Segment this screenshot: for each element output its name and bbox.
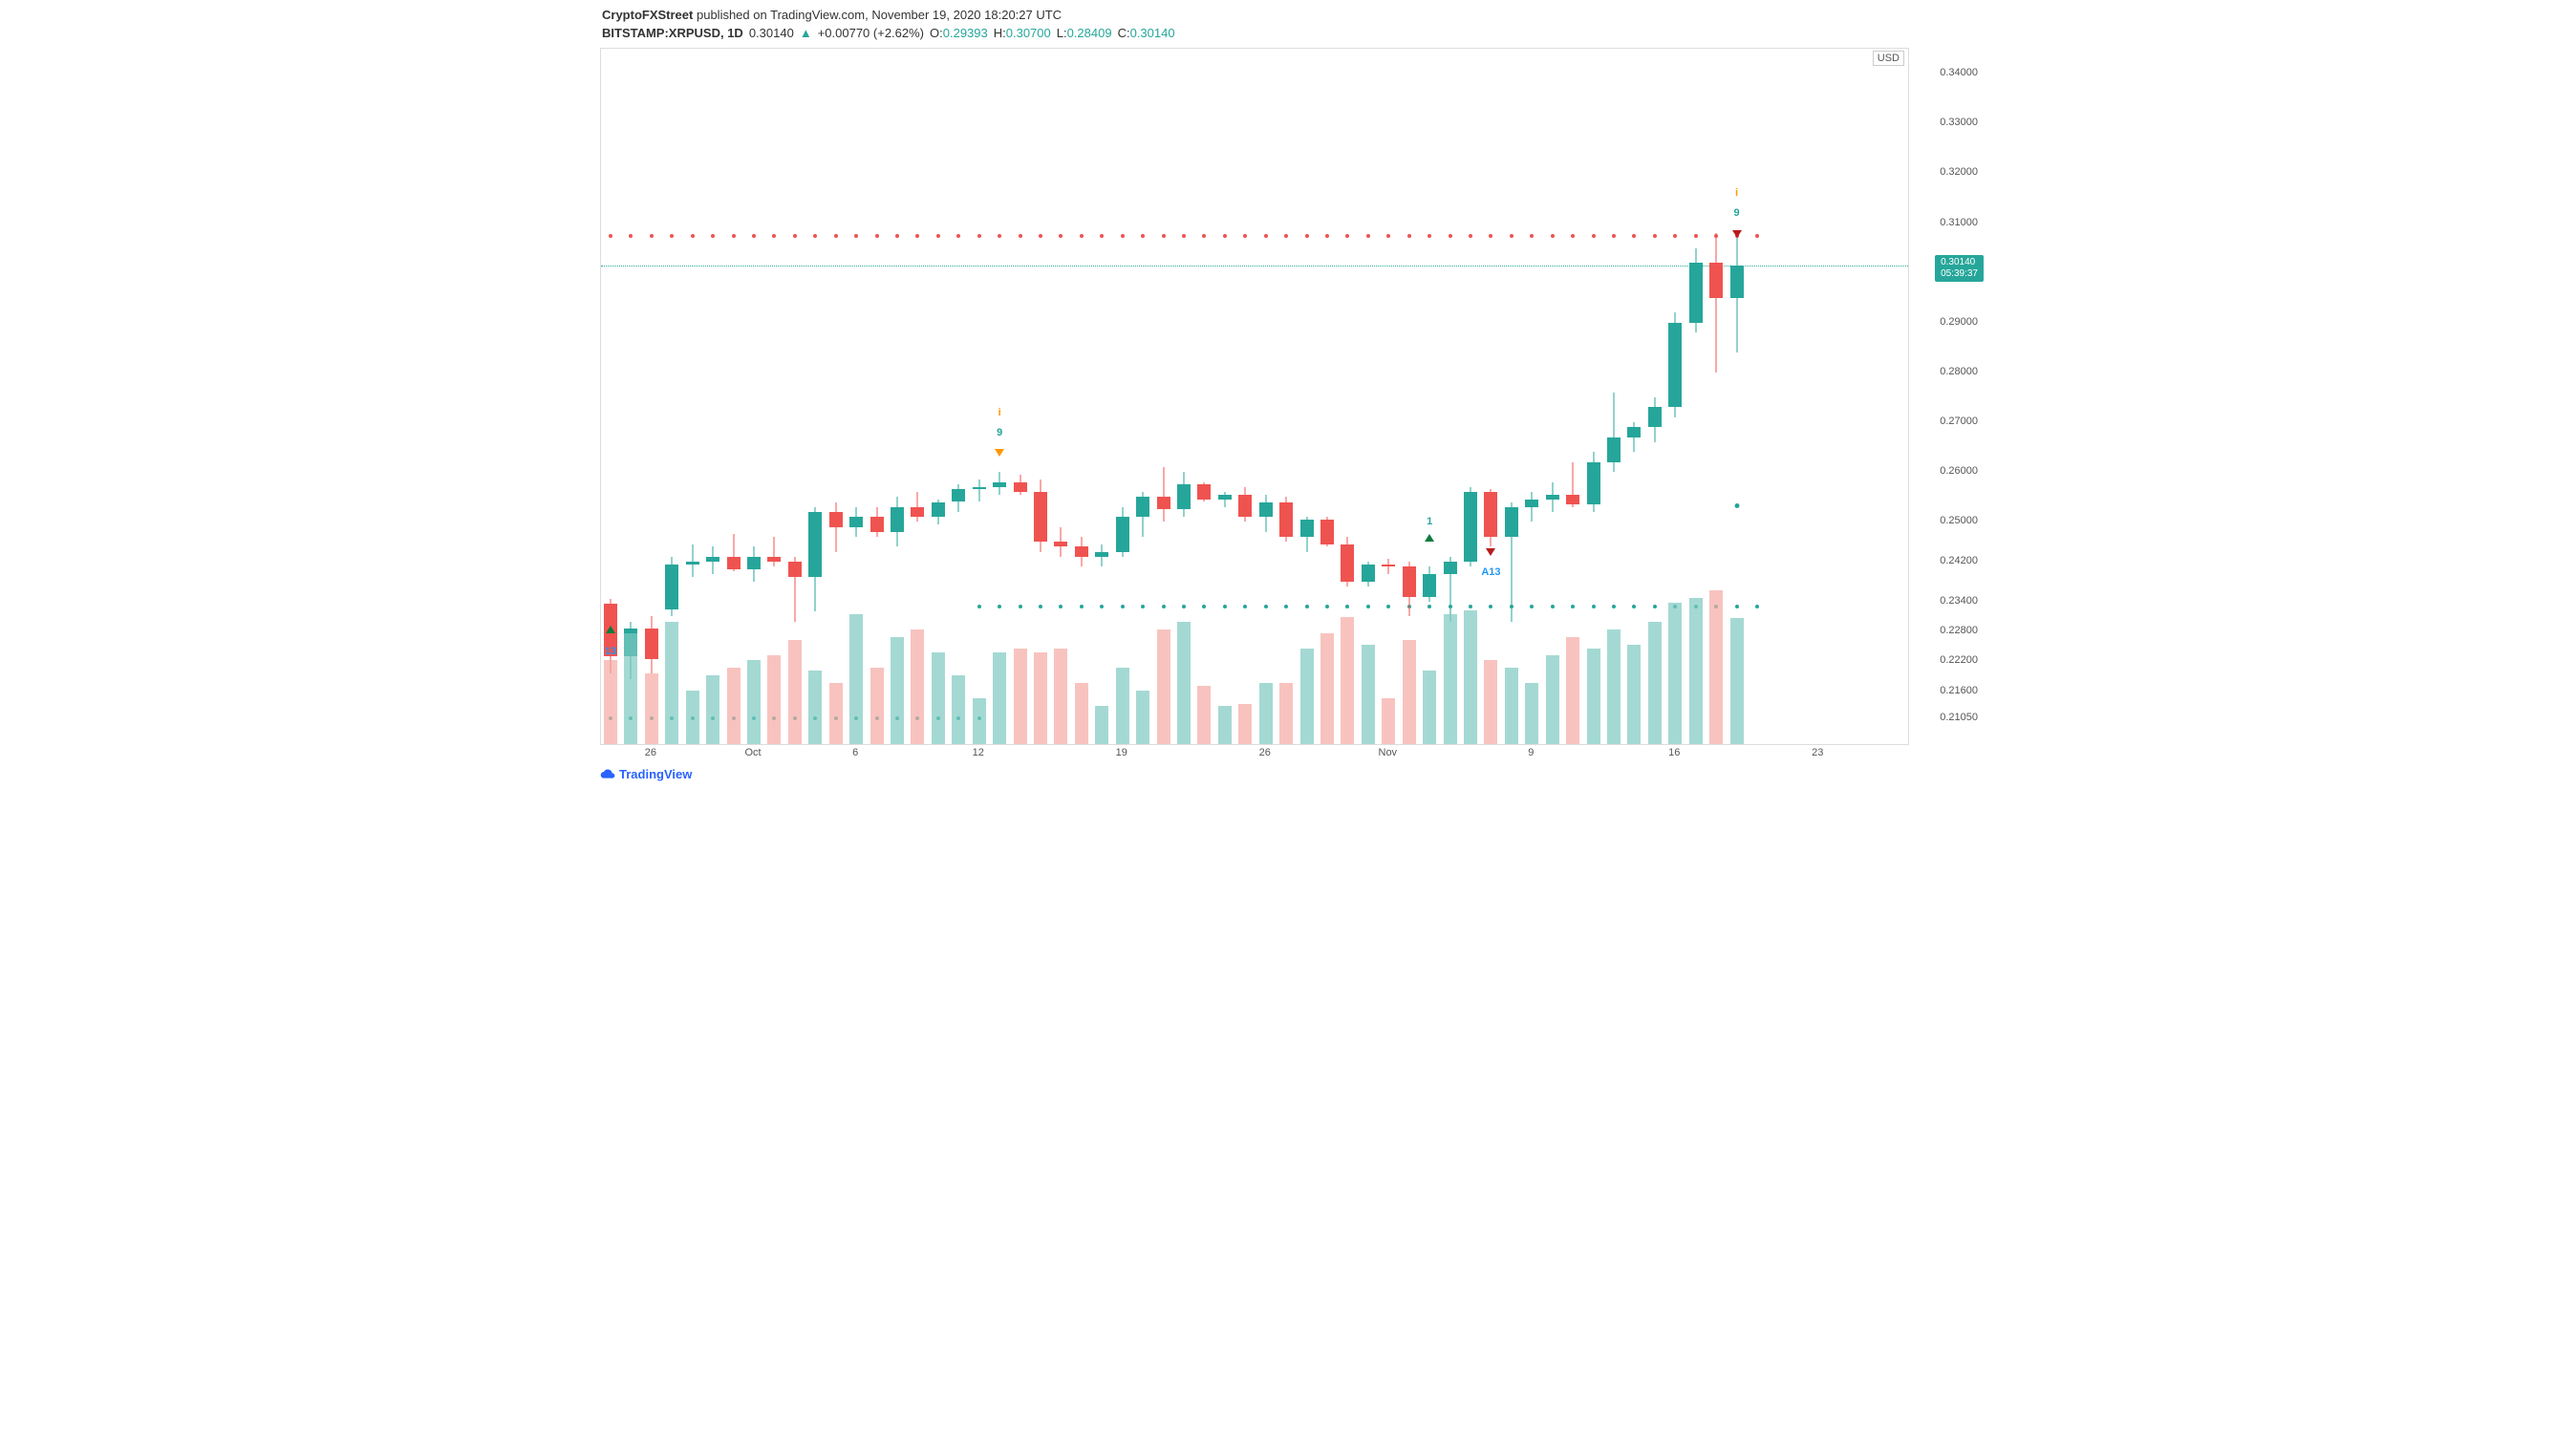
y-axis: 0.340000.330000.320000.310000.301400.290…	[1914, 48, 1986, 745]
publish-info: CryptoFXStreet published on TradingView.…	[602, 8, 1974, 22]
currency-label: USD	[1873, 51, 1904, 66]
ticker-info: BITSTAMP:XRPUSD, 1D 0.30140 ▲ +0.00770 (…	[602, 26, 1974, 40]
x-axis: 26Oct6121926Nov91623	[600, 747, 1909, 766]
tradingview-logo[interactable]: TradingView	[600, 766, 692, 781]
price-chart[interactable]: USD i91A13i913	[600, 48, 1909, 745]
cloud-icon	[600, 766, 615, 781]
